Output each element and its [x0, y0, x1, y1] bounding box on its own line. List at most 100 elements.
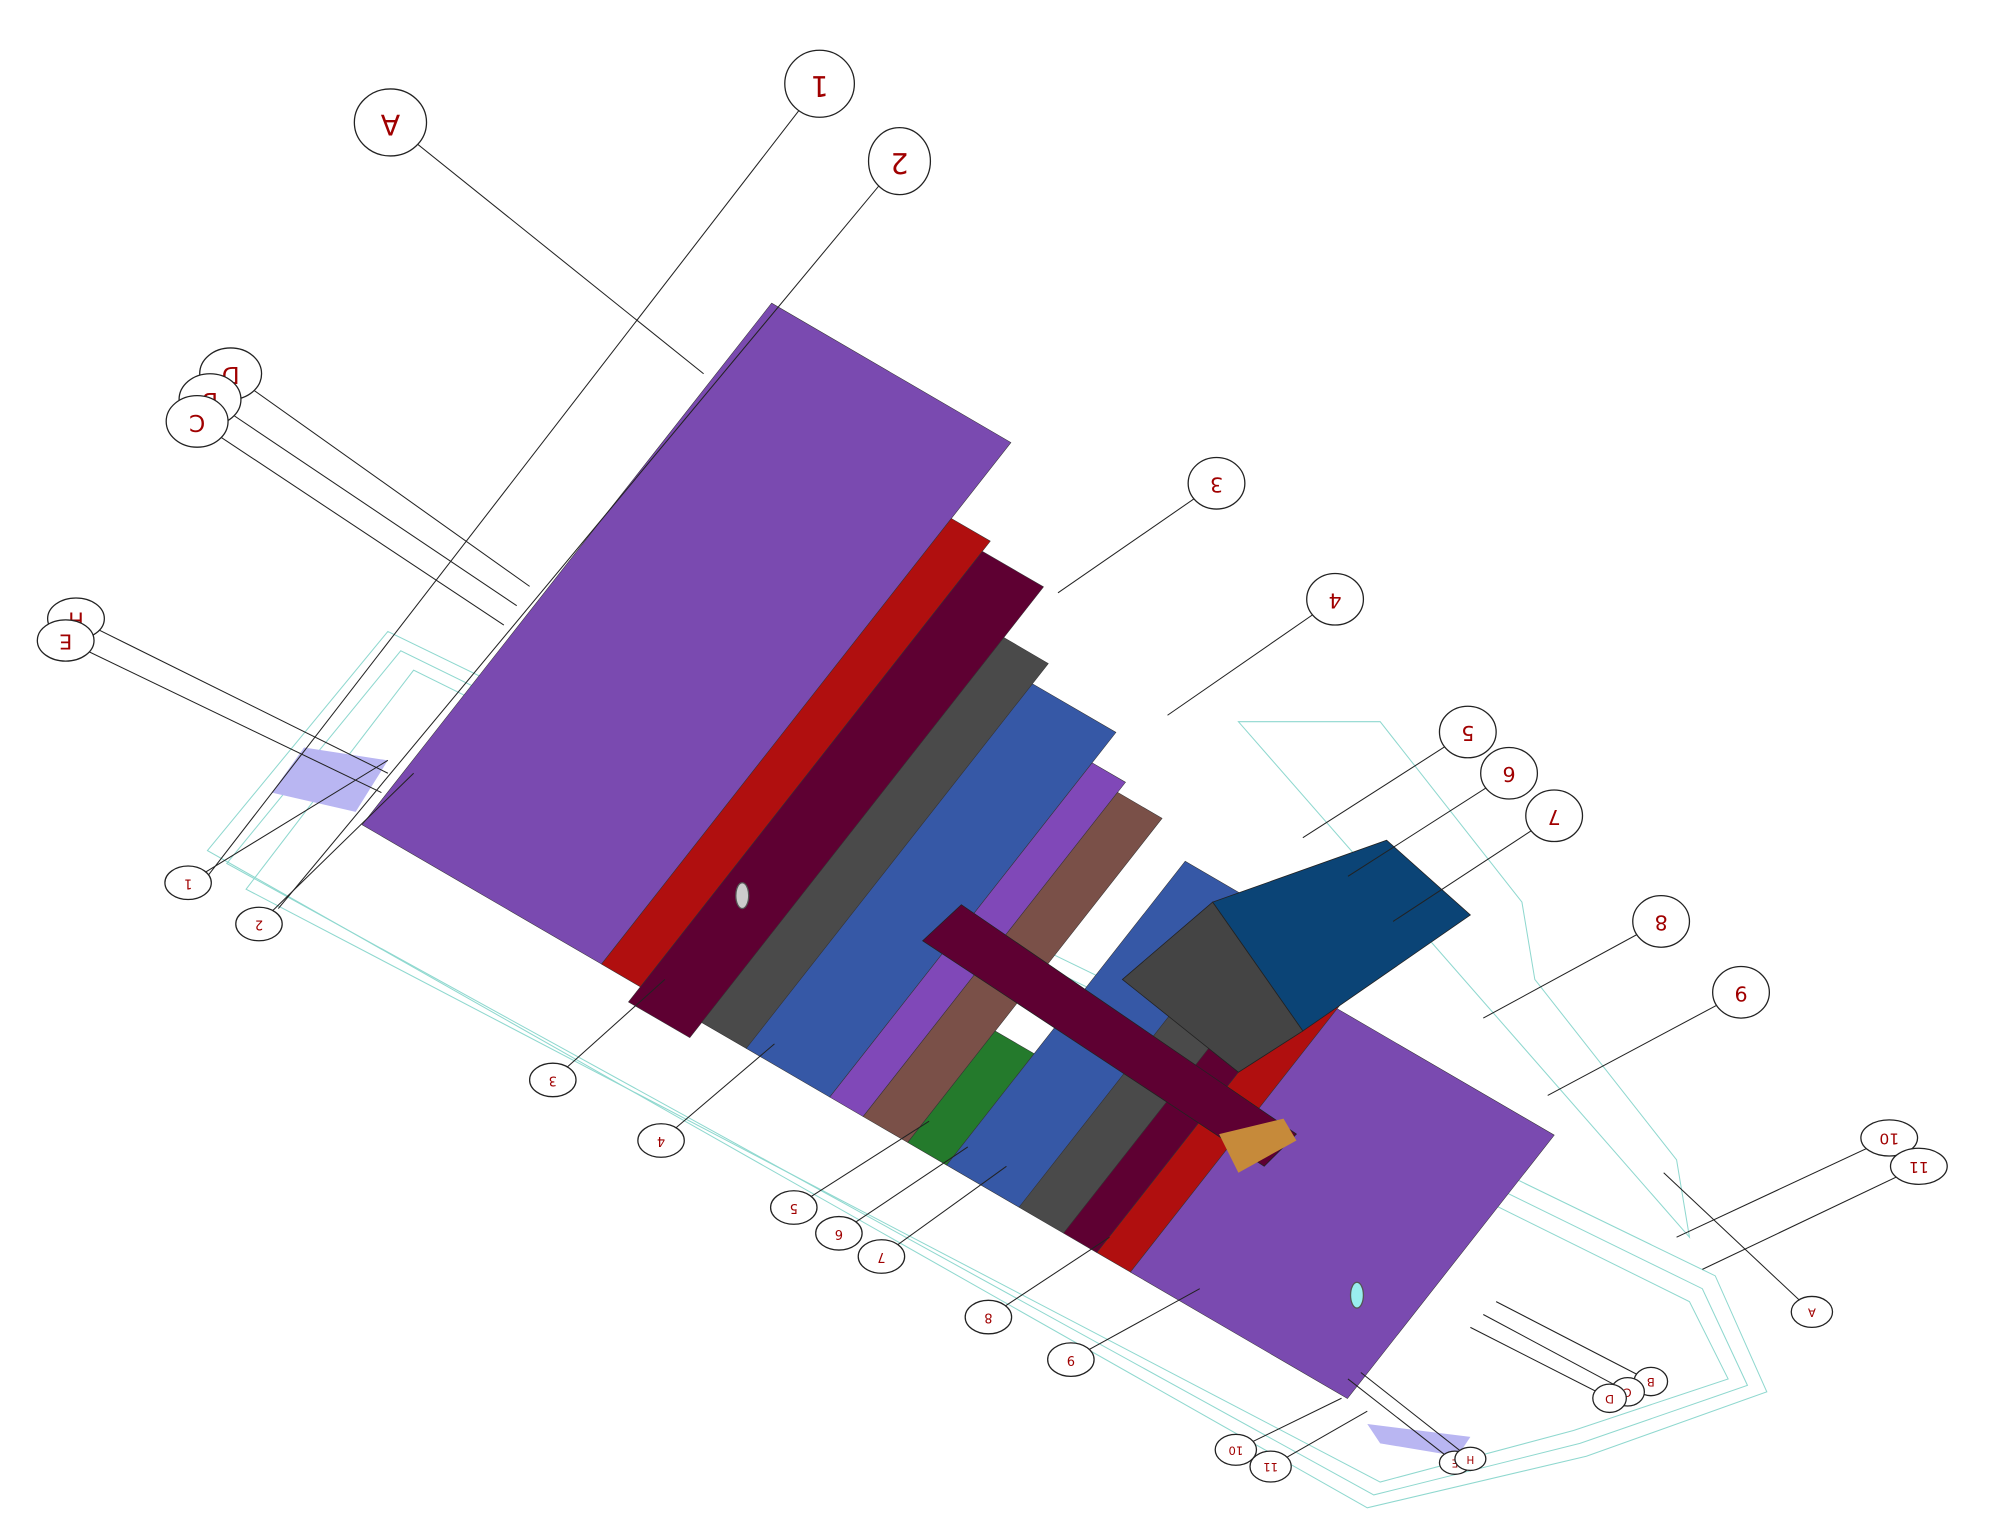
grid-bubble: [1860, 1119, 1919, 1157]
grid-label: B: [1647, 1375, 1655, 1389]
grid-bubble: [528, 1062, 577, 1098]
leader-line: [277, 160, 900, 909]
leader-line: [1470, 1326, 1610, 1399]
leader-line: [1663, 1172, 1813, 1313]
leader-line: [660, 1043, 775, 1141]
grid-bubble: [235, 906, 283, 942]
leader-line: [1347, 1378, 1456, 1464]
leader-line: [988, 1236, 1110, 1318]
grid-label: 2: [255, 917, 263, 932]
grid-label: E: [59, 629, 72, 653]
grid-bubble: [1480, 746, 1539, 800]
slab-strip: [361, 302, 1012, 965]
grid-label: 11: [1263, 1460, 1278, 1474]
leader-line: [1302, 731, 1469, 839]
grid-label: 2: [890, 146, 908, 179]
grid-bubble: [637, 1123, 685, 1158]
beam: [922, 904, 1298, 1167]
grid-label: 10: [1879, 1129, 1899, 1147]
leader-line: [65, 640, 382, 794]
outline: [245, 669, 1729, 1483]
grid-bubble: [867, 126, 932, 196]
leader-line: [1702, 1165, 1920, 1270]
leader-line: [1547, 991, 1742, 1096]
core-wall: [1121, 901, 1304, 1073]
block: [1219, 1118, 1297, 1173]
grid-label: 4: [1329, 588, 1342, 612]
grid-bubble: [1438, 705, 1497, 759]
grid-bubble: [1187, 456, 1246, 510]
grid-bubble: [1214, 1433, 1258, 1466]
grid-label: H: [1467, 1453, 1475, 1465]
grid-bubble: [815, 1215, 863, 1251]
grid-bubble: [769, 1190, 818, 1225]
slab-strip: [601, 518, 991, 988]
grid-label: A: [1808, 1305, 1816, 1319]
grid-label: 3: [1210, 472, 1223, 496]
column: [1349, 1281, 1365, 1309]
leader-line: [207, 83, 820, 877]
grid-label: E: [1452, 1457, 1459, 1469]
stair: [271, 747, 388, 812]
grid-bubble: [1790, 1295, 1834, 1329]
grid-bubble: [353, 88, 428, 157]
outline: [225, 650, 1749, 1496]
leader-line: [390, 122, 704, 375]
leader-line: [1483, 1314, 1628, 1393]
grid-bubble: [1525, 789, 1584, 843]
leader-line: [1070, 1288, 1201, 1361]
leader-line: [1167, 598, 1336, 716]
grid-bubble: [164, 865, 212, 901]
grid-bubble: [1454, 1446, 1487, 1472]
grid-label: 5: [790, 1200, 798, 1215]
grid-bubble: [1306, 572, 1365, 626]
leader-line: [1495, 1301, 1652, 1382]
slab-strip: [1130, 1008, 1555, 1399]
grid-label: 3: [549, 1072, 557, 1087]
grid-label: C: [1624, 1385, 1632, 1399]
grid-bubble: [857, 1239, 906, 1274]
outline: [206, 630, 1768, 1509]
grid-bubble: [1047, 1342, 1095, 1377]
leader-line: [1057, 482, 1217, 594]
grid-bubble: [784, 49, 856, 118]
leader-line: [258, 772, 414, 925]
foundation-outlines: [206, 630, 1768, 1509]
grid-bubble: [964, 1299, 1013, 1335]
grid-label: 10: [1228, 1443, 1243, 1457]
grid-label: D: [1605, 1392, 1614, 1406]
grid-label: 9: [1067, 1352, 1075, 1367]
grid-label: A: [380, 107, 400, 140]
leader-line: [838, 1146, 969, 1234]
grid-label: 1: [184, 875, 192, 890]
grid-label: 9: [1734, 981, 1747, 1005]
grid-bubbles: A12DBCHE345678910111234567891011ABCDEH: [36, 49, 1948, 1483]
leader-line: [1360, 1372, 1471, 1460]
grid-label: 1: [811, 69, 829, 102]
overlays: [735, 839, 1472, 1309]
grid-label: 6: [835, 1226, 843, 1241]
leader-line: [196, 420, 505, 626]
leader-line: [793, 1120, 930, 1208]
stair: [1367, 1424, 1471, 1457]
grid-bubble: [1632, 895, 1691, 948]
leader-line: [881, 1165, 1007, 1257]
slab-strip: [701, 637, 1049, 1049]
leader-line: [1347, 772, 1510, 877]
leader-line: [1483, 920, 1662, 1019]
leader-line: [75, 618, 389, 774]
grid-label: 11: [1909, 1158, 1929, 1176]
grid-bubble: [1249, 1450, 1292, 1483]
leader-line: [1392, 815, 1555, 922]
grid-bubble: [1712, 965, 1771, 1019]
leader-line: [230, 373, 530, 587]
grid-label: 8: [984, 1310, 992, 1325]
slab-strip: [628, 550, 1044, 1039]
slab-strip: [745, 683, 1117, 1098]
grid-label: C: [189, 409, 205, 436]
grid-label: 8: [1655, 910, 1668, 934]
leader-line: [1676, 1137, 1890, 1238]
grid-label: 5: [1461, 721, 1474, 745]
